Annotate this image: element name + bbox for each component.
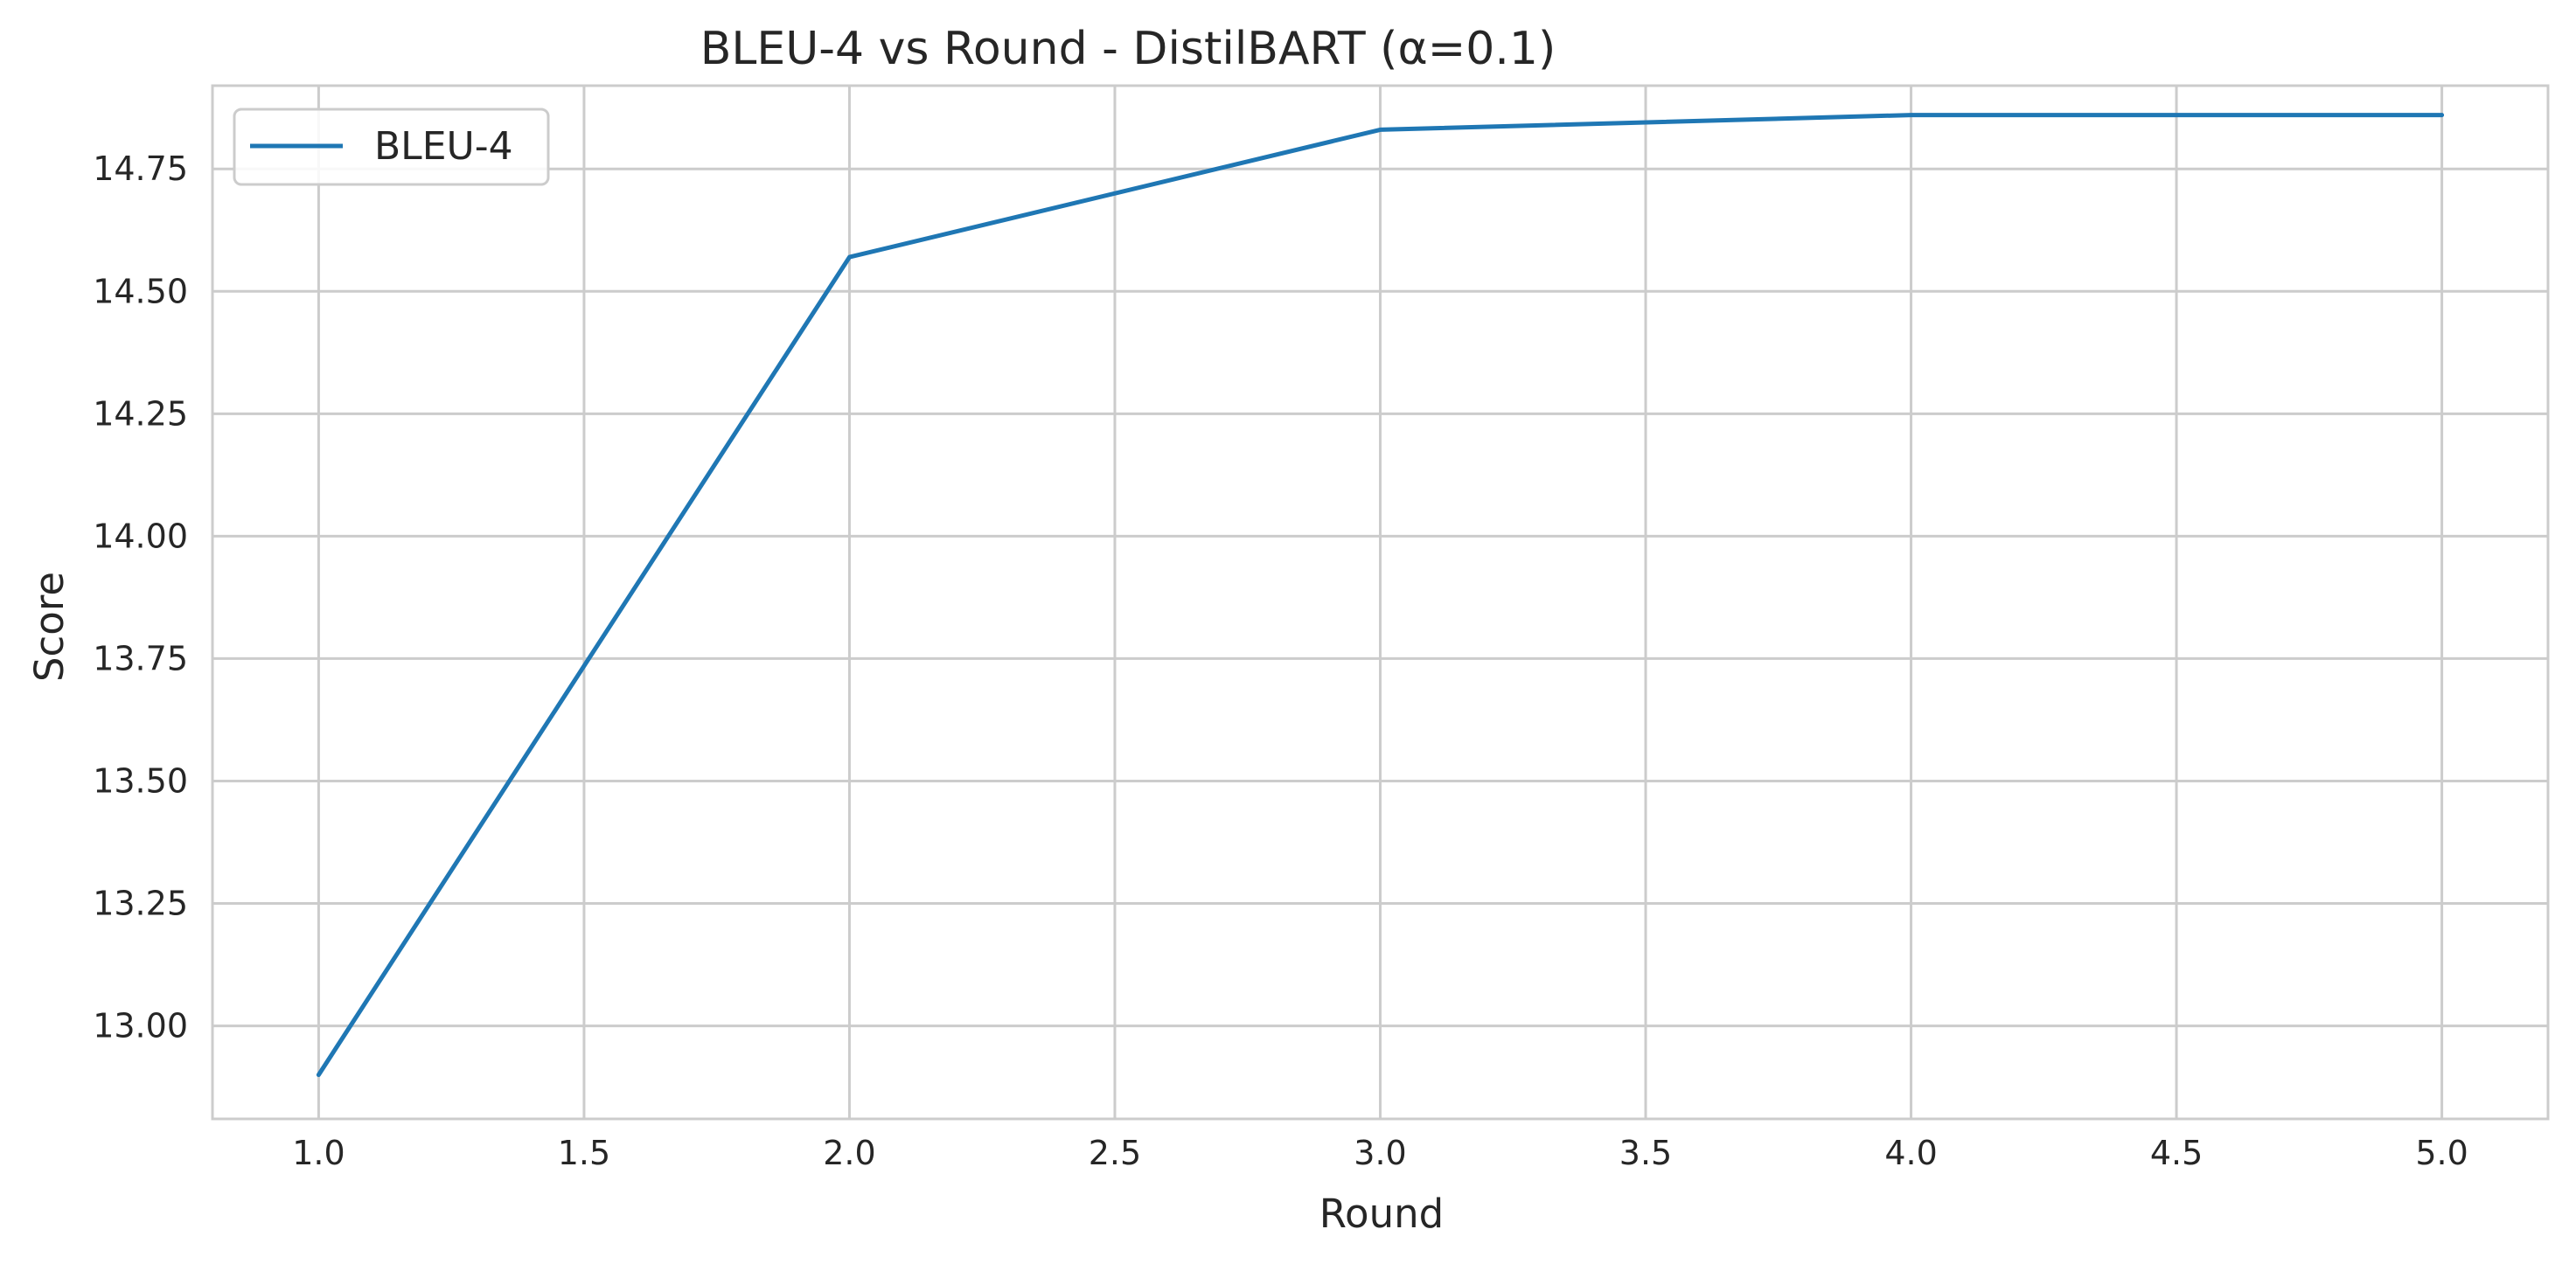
x-axis-label: Round xyxy=(1319,1191,1444,1237)
plot-area-frame xyxy=(211,84,2550,1121)
y-tick-label: 13.75 xyxy=(93,639,188,677)
y-tick-label: 14.75 xyxy=(93,149,188,188)
legend-box xyxy=(233,108,550,186)
y-tick-label: 14.25 xyxy=(93,394,188,433)
y-tick-label: 14.50 xyxy=(93,272,188,310)
y-tick-label: 14.00 xyxy=(93,517,188,555)
legend-entry-bleu-4: BLEU-4 xyxy=(374,124,513,169)
tick-labels: 1.0 1.5 2.0 2.5 3.0 3.5 4.0 4.5 5.0 13.00 13.25 13.… xyxy=(93,149,2468,1172)
x-tick-label: 1.5 xyxy=(558,1134,610,1172)
y-tick-label: 13.25 xyxy=(93,885,188,923)
x-tick-label: 2.0 xyxy=(823,1134,875,1172)
grid-lines xyxy=(212,86,2548,1119)
x-tick-label: 1.0 xyxy=(292,1134,345,1172)
x-tick-label: 2.5 xyxy=(1089,1134,1141,1172)
y-tick-label: 13.00 xyxy=(93,1007,188,1045)
data-point xyxy=(1380,128,1381,130)
data-point xyxy=(848,256,850,258)
x-tick-label: 4.0 xyxy=(1884,1134,1937,1172)
x-tick-label: 3.0 xyxy=(1354,1134,1406,1172)
chart-title: BLEU-4 vs Round - DistilBART (α=0.1) xyxy=(700,23,1556,75)
data-point xyxy=(317,1074,319,1076)
x-tick-label: 3.5 xyxy=(1619,1134,1672,1172)
x-tick-label: 4.5 xyxy=(2150,1134,2203,1172)
y-tick-label: 13.50 xyxy=(93,761,188,800)
legend: BLEU-4 xyxy=(233,108,550,186)
series-layer xyxy=(316,113,2445,1078)
y-axis-label: Score xyxy=(26,572,73,682)
x-tick-label: 5.0 xyxy=(2415,1134,2468,1172)
